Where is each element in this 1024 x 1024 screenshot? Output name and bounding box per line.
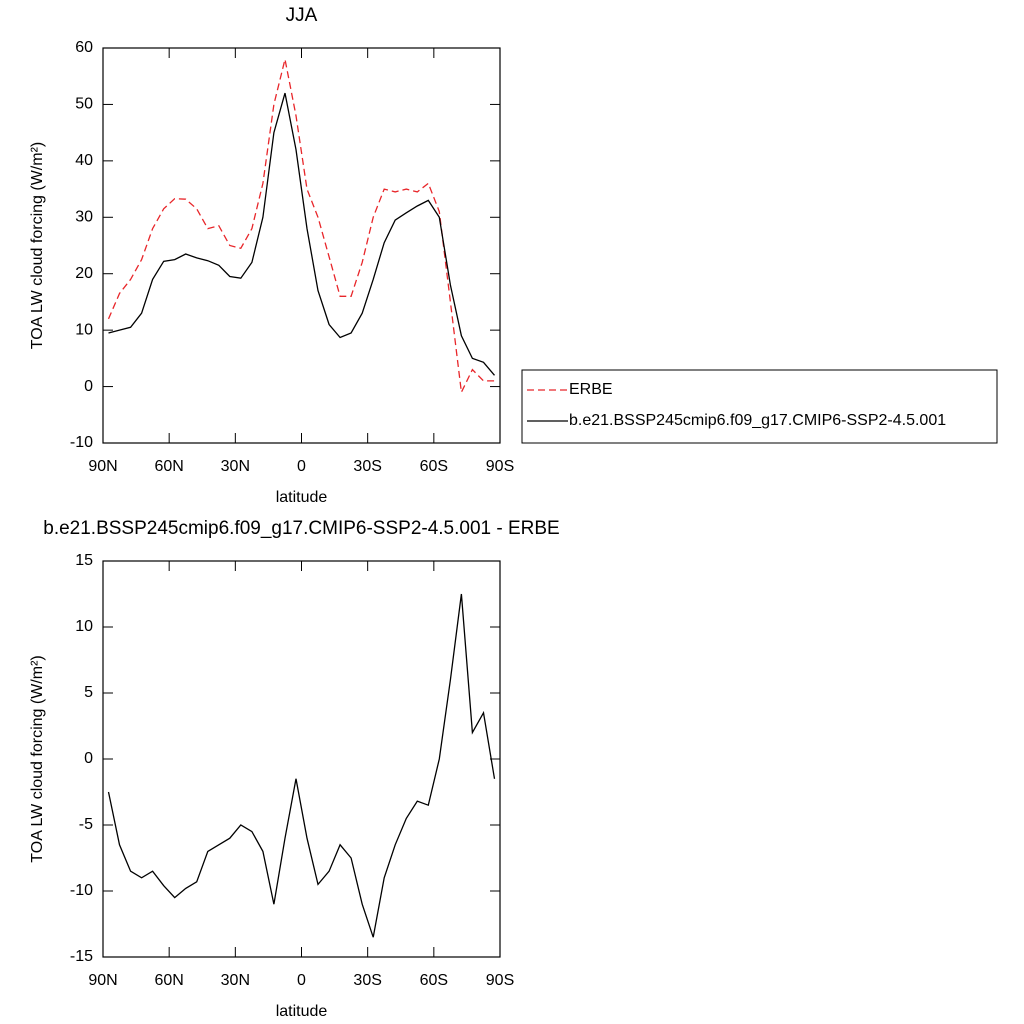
x-tick-label: 30S [353,972,381,989]
y-tick-label: 20 [75,265,93,282]
y-axis-label: TOA LW cloud forcing (W/m²) [29,655,46,862]
y-tick-label: -15 [70,948,93,965]
x-tick-label: 60S [420,458,448,475]
legend-label: b.e21.BSSP245cmip6.f09_g17.CMIP6-SSP2-4.… [569,412,946,429]
y-tick-label: -10 [70,434,93,451]
plot-frame [102,560,501,958]
y-tick-label: 5 [84,684,93,701]
x-tick-label: 30N [221,972,250,989]
series-line [108,92,495,376]
chart-title: JJA [286,5,318,26]
legend-label: ERBE [569,381,613,398]
x-tick-label: 60S [420,972,448,989]
x-tick-label: 0 [297,458,306,475]
y-tick-label: 60 [75,39,93,56]
chart: b.e21.BSSP245cmip6.f09_g17.CMIP6-SSP2-4.… [29,518,560,1020]
y-tick-label: 10 [75,618,93,635]
x-axis-label: latitude [276,489,328,506]
y-tick-label: 50 [75,96,93,113]
x-tick-label: 90S [486,972,514,989]
y-tick-label: 40 [75,152,93,169]
plot-frame [102,47,501,444]
chart-title: b.e21.BSSP245cmip6.f09_g17.CMIP6-SSP2-4.… [43,518,559,539]
x-tick-label: 0 [297,972,306,989]
y-tick-label: 0 [84,750,93,767]
y-axis-label: TOA LW cloud forcing (W/m²) [29,142,46,349]
x-tick-label: 30N [221,458,250,475]
series-line [107,593,496,938]
y-tick-label: 10 [75,321,93,338]
series-line [107,59,495,395]
x-tick-label: 60N [154,972,183,989]
x-tick-label: 60N [154,458,183,475]
chart: JJA latitude TOA LW cloud forcing (W/m²) 90… [29,5,998,506]
x-tick-label: 90N [88,972,117,989]
x-axis-label: latitude [276,1003,328,1020]
y-tick-label: -10 [70,882,93,899]
x-tick-label: 90S [486,458,514,475]
y-tick-label: -5 [79,816,93,833]
y-tick-label: 15 [75,552,93,569]
x-tick-label: 30S [353,458,381,475]
y-tick-label: 30 [75,209,93,226]
legend-box [521,369,998,444]
y-tick-label: 0 [84,378,93,395]
x-tick-label: 90N [88,458,117,475]
